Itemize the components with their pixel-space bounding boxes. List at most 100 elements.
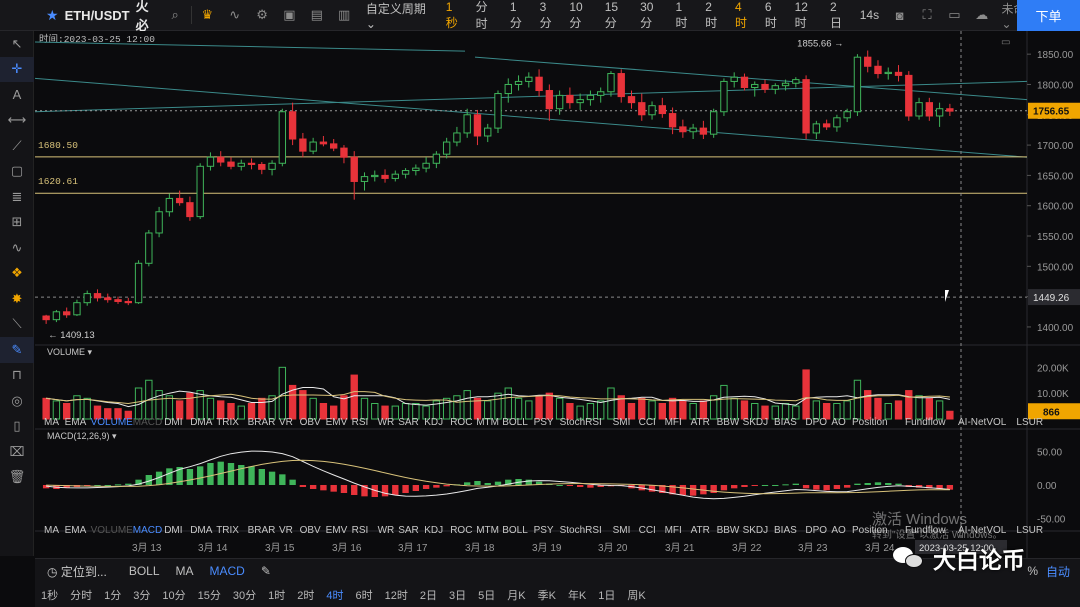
template-icon[interactable]: ▤ — [310, 7, 323, 22]
gann-tool-icon[interactable]: ✸ — [11, 290, 23, 306]
main-indicator-rsi[interactable]: RSI — [352, 417, 369, 428]
indicator-tab-macd[interactable]: MACD — [209, 564, 245, 578]
main-indicator-bias[interactable]: BIAS — [774, 417, 797, 428]
crown-icon[interactable]: ♛ — [201, 7, 214, 22]
main-indicator-cci[interactable]: CCI — [639, 417, 656, 428]
period-0[interactable]: 1秒 — [445, 0, 458, 30]
bottom-period-16[interactable]: 季K — [537, 590, 556, 602]
sub-indicator-boll[interactable]: BOLL — [502, 525, 528, 536]
camera-icon[interactable]: ◙ — [895, 7, 904, 23]
fullscreen-icon[interactable]: ⛶ — [922, 7, 932, 22]
sub-indicator-wr[interactable]: WR — [378, 525, 395, 536]
bottom-period-9[interactable]: 4时 — [326, 590, 344, 602]
sub-indicator-ma[interactable]: MA — [44, 525, 59, 536]
main-indicator-fundflow[interactable]: Fundflow — [905, 417, 946, 428]
sub-indicator-ai-netvol[interactable]: AI-NetVOL — [958, 525, 1007, 536]
percent-toggle[interactable]: % — [1027, 564, 1038, 578]
period-2[interactable]: 1分 — [509, 0, 522, 30]
sub-indicator-obv[interactable]: OBV — [300, 525, 321, 536]
auto-scale-toggle[interactable]: 自动 — [1045, 564, 1070, 579]
main-indicator-ma[interactable]: MA — [44, 417, 59, 428]
sub-indicator-emv[interactable]: EMV — [326, 525, 348, 536]
bottom-period-8[interactable]: 2时 — [297, 590, 315, 602]
sub-indicator-psy[interactable]: PSY — [534, 525, 554, 536]
sub-indicator-skdj[interactable]: SKDJ — [743, 525, 769, 536]
bottom-period-4[interactable]: 10分 — [162, 590, 186, 602]
main-indicator-ema[interactable]: EMA — [65, 417, 87, 428]
sub-indicator-rsi[interactable]: RSI — [352, 525, 369, 536]
sub-indicator-atr[interactable]: ATR — [691, 525, 710, 536]
main-indicator-sar[interactable]: SAR — [398, 417, 419, 428]
main-indicator-emv[interactable]: EMV — [326, 417, 348, 428]
pattern-tool-icon[interactable]: ❖ — [11, 265, 23, 281]
sub-indicator-dpo[interactable]: DPO — [805, 525, 827, 536]
sub-indicator-fundflow[interactable]: Fundflow — [905, 525, 946, 536]
lock-icon[interactable]: ⊓ — [11, 367, 23, 383]
main-indicator-boll[interactable]: BOLL — [502, 417, 528, 428]
custom-period-dropdown[interactable]: 自定义周期 ⌄ — [365, 1, 426, 31]
main-indicator-obv[interactable]: OBV — [300, 417, 321, 428]
brush-tool-icon[interactable]: ✎ — [0, 337, 34, 363]
pane-settings-icon[interactable]: ▭ — [1001, 37, 1010, 48]
locate-to-button[interactable]: ◷ 定位到... — [47, 564, 107, 579]
main-indicator-ao[interactable]: AO — [831, 417, 846, 428]
period-12[interactable]: 2日 — [829, 0, 842, 30]
period-10[interactable]: 6时 — [764, 0, 777, 30]
period-3[interactable]: 3分 — [539, 0, 552, 30]
ruler-tool-icon[interactable]: ⟍ — [12, 316, 22, 332]
bottom-period-13[interactable]: 3日 — [449, 590, 467, 602]
main-indicator-mfi[interactable]: MFI — [665, 417, 682, 428]
bottom-period-6[interactable]: 30分 — [232, 590, 257, 602]
bottom-period-15[interactable]: 月K — [507, 590, 526, 602]
sub-indicator-ao[interactable]: AO — [831, 525, 846, 536]
bottom-period-1[interactable]: 分时 — [70, 590, 93, 602]
place-order-button[interactable]: 下单 — [1017, 0, 1080, 31]
period-8[interactable]: 2时 — [705, 0, 718, 30]
sub-indicator-stochrsi[interactable]: StochRSI — [560, 525, 602, 536]
hline-tool-icon[interactable]: ⟷ — [7, 112, 27, 128]
main-indicator-volume[interactable]: VOLUME — [91, 417, 134, 428]
main-indicator-trix[interactable]: TRIX — [216, 417, 239, 428]
main-indicator-brar[interactable]: BRAR — [248, 417, 276, 428]
bottom-period-2[interactable]: 1分 — [104, 590, 122, 602]
period-9[interactable]: 4时 — [735, 0, 748, 30]
star-icon[interactable]: ★ — [46, 6, 59, 23]
trading-chart[interactable]: 时间:2023-03-25 12:001850.001800.001750.00… — [35, 31, 1080, 558]
bottom-period-17[interactable]: 年K — [567, 590, 587, 602]
bottom-period-10[interactable]: 6时 — [355, 590, 373, 602]
bottom-period-19[interactable]: 周K — [627, 590, 646, 602]
rectangle-tool-icon[interactable]: ▢ — [10, 163, 24, 179]
bookmark-icon[interactable]: ▯ — [13, 418, 21, 434]
sub-indicator-dma[interactable]: DMA — [190, 525, 213, 536]
trendline-tool-icon[interactable]: ⟋ — [12, 137, 22, 153]
main-indicator-skdj[interactable]: SKDJ — [743, 417, 769, 428]
sub-indicator-dmi[interactable]: DMI — [164, 525, 182, 536]
gear-icon[interactable]: ⚙ — [256, 7, 268, 22]
wave-tool-icon[interactable]: ∿ — [11, 239, 23, 255]
sub-indicator-kdj[interactable]: KDJ — [424, 525, 443, 536]
sub-indicator-trix[interactable]: TRIX — [216, 525, 239, 536]
main-indicator-roc[interactable]: ROC — [450, 417, 472, 428]
main-indicator-smi[interactable]: SMI — [613, 417, 631, 428]
window-icon[interactable]: ▭ — [948, 7, 961, 22]
edit-indicator-icon[interactable]: ✎ — [260, 564, 271, 578]
sub-indicator-mfi[interactable]: MFI — [665, 525, 682, 536]
main-indicator-dpo[interactable]: DPO — [805, 417, 827, 428]
sub-indicator-smi[interactable]: SMI — [613, 525, 631, 536]
layout-icon[interactable]: ▣ — [283, 7, 296, 22]
main-indicator-lsur[interactable]: LSUR — [1016, 417, 1043, 428]
clear-icon[interactable]: ⌧ — [9, 443, 25, 459]
indicator-icon[interactable]: ∿ — [229, 7, 241, 22]
bottom-period-18[interactable]: 1日 — [598, 590, 616, 602]
search-icon[interactable]: ⌕ — [171, 7, 179, 22]
main-indicator-bbw[interactable]: BBW — [717, 417, 740, 428]
sub-indicator-volume[interactable]: VOLUME — [91, 525, 134, 536]
main-indicator-position[interactable]: Position — [852, 417, 888, 428]
sub-indicator-vr[interactable]: VR — [279, 525, 293, 536]
text-tool-icon[interactable]: A — [12, 87, 22, 103]
sub-indicator-sar[interactable]: SAR — [398, 525, 419, 536]
period-5[interactable]: 15分 — [604, 0, 619, 30]
sub-indicator-mtm[interactable]: MTM — [476, 525, 499, 536]
main-indicator-ai-netvol[interactable]: AI-NetVOL — [958, 417, 1007, 428]
indicator-tab-ma[interactable]: MA — [175, 564, 194, 578]
